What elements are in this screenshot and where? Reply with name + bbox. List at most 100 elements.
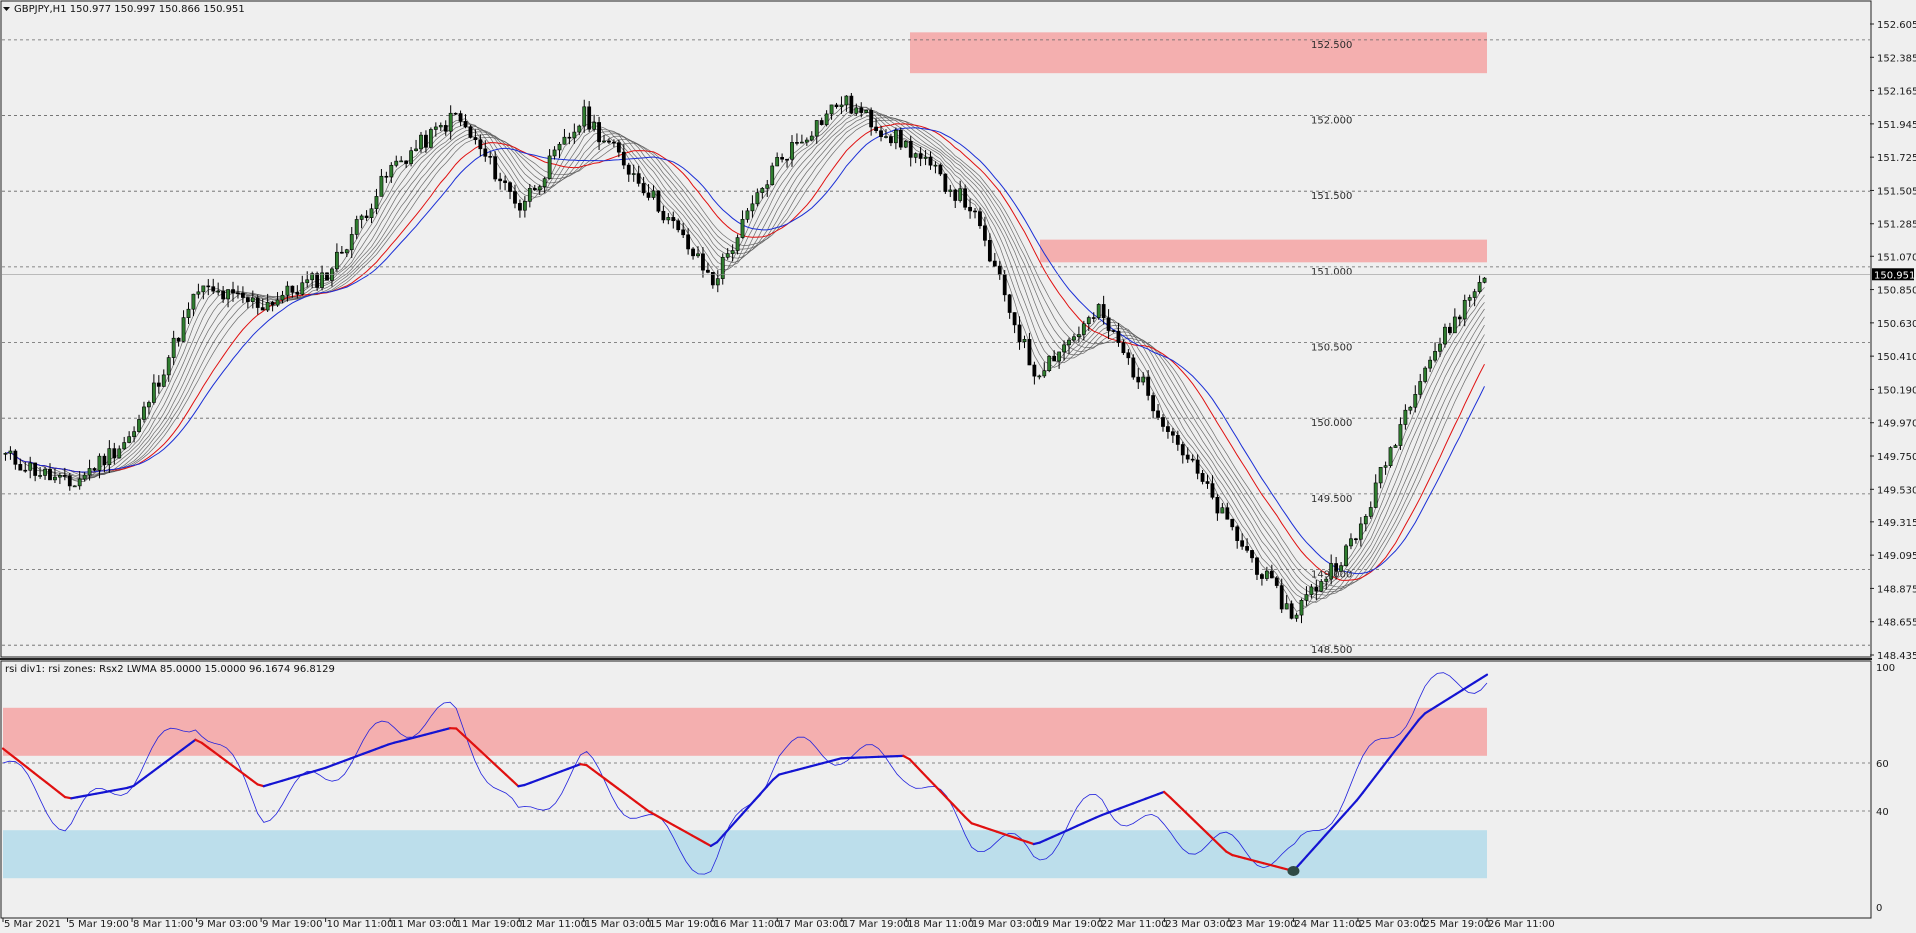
candle-body xyxy=(245,297,250,302)
slow-line-up-segment xyxy=(542,774,551,780)
time-tick-label: 5 Mar 2021 xyxy=(4,919,61,930)
slow-line-up-segment xyxy=(1082,819,1091,825)
candle-body xyxy=(463,121,468,128)
candle-body xyxy=(1349,538,1353,547)
candle-body xyxy=(186,308,191,318)
candle-body xyxy=(498,178,503,182)
price-level-label: 151.500 xyxy=(1311,191,1352,202)
candle-body xyxy=(725,253,730,258)
triangle-down-icon[interactable] xyxy=(3,7,10,11)
slow-line-down-segment xyxy=(231,764,241,772)
candle-body xyxy=(1156,410,1160,418)
time-tick-label: 12 Mar 11:00 xyxy=(520,919,587,930)
slow-line-down-segment xyxy=(616,787,626,795)
candle-body xyxy=(1081,323,1086,335)
price-level-label: 149.500 xyxy=(1311,494,1352,505)
slow-line-down-segment xyxy=(455,727,464,736)
slow-line-up-segment xyxy=(150,766,160,774)
candle-body xyxy=(33,462,38,476)
candle-body xyxy=(1264,570,1269,579)
candle-body xyxy=(1373,482,1378,508)
supply-zone xyxy=(1040,239,1487,263)
time-tick-label: 15 Mar 03:00 xyxy=(585,919,652,930)
indicator-levels xyxy=(2,762,1870,812)
candle-body xyxy=(191,293,196,310)
candle-body xyxy=(983,225,987,241)
slow-line-down-segment xyxy=(660,817,669,823)
candle-body xyxy=(557,143,562,151)
candle-body xyxy=(1170,431,1175,436)
slow-line-down-segment xyxy=(610,782,619,790)
candle-body xyxy=(948,189,953,192)
candle-body xyxy=(433,126,438,130)
candle-body xyxy=(112,448,117,459)
candle-body xyxy=(582,106,587,127)
candle-body xyxy=(1007,294,1012,313)
divergence-marker xyxy=(1287,866,1300,876)
candle-body xyxy=(364,215,369,218)
candle-body xyxy=(963,188,968,208)
candle-body xyxy=(1230,518,1235,528)
slow-line-down-segment xyxy=(678,827,688,834)
candle-body xyxy=(1324,578,1329,582)
candle-body xyxy=(201,285,206,293)
slow-line-up-segment xyxy=(355,752,365,758)
slow-line-up-segment xyxy=(523,781,532,787)
slow-line-up-segment xyxy=(1063,827,1073,833)
candle-body xyxy=(705,269,710,273)
candle-body xyxy=(651,190,656,198)
candle-body xyxy=(656,190,661,212)
candle-body xyxy=(72,485,77,488)
time-tick-label: 23 Mar 19:00 xyxy=(1230,919,1297,930)
candle-body xyxy=(97,455,102,471)
candle-body xyxy=(1131,357,1136,378)
candle-body xyxy=(1225,507,1230,520)
candle-body xyxy=(171,337,176,358)
candle-body xyxy=(809,135,814,141)
time-tick-label: 17 Mar 03:00 xyxy=(778,919,845,930)
slow-line-up-segment xyxy=(715,834,725,844)
slow-line-down-segment xyxy=(951,803,961,813)
slow-line-down-segment xyxy=(1175,802,1184,811)
candle-body xyxy=(344,249,349,254)
slow-line-up-segment xyxy=(368,748,377,753)
candle-body xyxy=(943,173,948,192)
indicator-panel-bg xyxy=(0,660,1872,919)
candle-body xyxy=(1269,570,1274,579)
slow-line-down-segment xyxy=(194,738,203,744)
slow-line-down-segment xyxy=(666,820,675,827)
current-price-tag: 150.951 xyxy=(2,268,1915,281)
slow-line-down-segment xyxy=(691,834,700,841)
candle-body xyxy=(1423,367,1428,382)
slow-line-up-segment xyxy=(1336,813,1346,823)
candle-body xyxy=(132,431,136,437)
candle-body xyxy=(399,160,404,163)
candle-body xyxy=(320,272,324,288)
candle-body xyxy=(968,206,972,212)
slow-line-up-segment xyxy=(1461,685,1470,692)
time-tick-label: 19 Mar 19:00 xyxy=(1036,919,1103,930)
slow-line-up-segment xyxy=(163,757,172,764)
time-tick-label: 24 Mar 11:00 xyxy=(1294,919,1361,930)
slow-line-up-segment xyxy=(1405,726,1414,738)
candle-body xyxy=(1086,317,1091,325)
time-tick-label: 8 Mar 11:00 xyxy=(133,919,193,930)
candle-body xyxy=(1027,339,1032,366)
candle-body xyxy=(1339,565,1343,572)
candle-body xyxy=(824,113,829,125)
candle-body xyxy=(67,475,72,487)
slow-line-up-segment xyxy=(1113,806,1122,812)
slow-line-up-segment xyxy=(747,799,756,809)
slow-line-down-segment xyxy=(622,791,632,799)
slow-line-up-segment xyxy=(175,747,185,755)
candle-body xyxy=(305,279,310,284)
time-tick-label: 16 Mar 11:00 xyxy=(714,919,781,930)
ma-red-line xyxy=(5,123,1485,581)
price-tick-label: 150.410 xyxy=(1877,352,1916,363)
candle-body xyxy=(151,382,156,403)
candle-body xyxy=(775,157,780,167)
candle-body xyxy=(1408,406,1413,411)
candle-body xyxy=(270,302,275,306)
slow-line-down-segment xyxy=(213,750,222,758)
candle-body xyxy=(532,188,537,191)
